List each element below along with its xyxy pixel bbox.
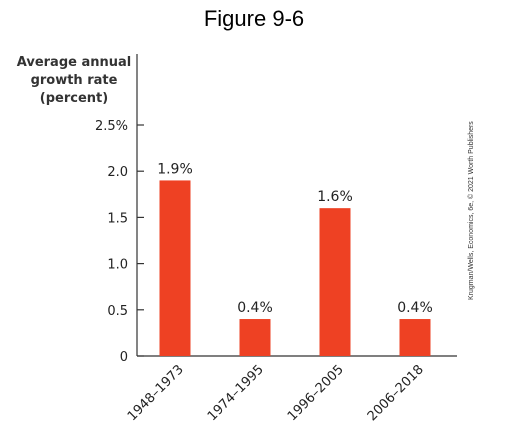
y-tick-label: 2.5% [95,119,128,134]
bar [239,319,271,356]
y-axis-label-line-3: (percent) [39,91,109,106]
y-tick-label: 1.0 [107,258,128,273]
bar-data-label: 0.4% [397,300,433,316]
x-tick-label: 2006–2018 [365,362,427,424]
y-axis-label: Average annual growth rate (percent) [14,54,134,108]
x-tick-label: 1948–1973 [125,362,187,424]
bar-data-label: 1.9% [157,161,193,177]
y-tick-label: 2.0 [107,165,128,180]
bar-data-label: 0.4% [237,300,273,316]
bar-data-label: 1.6% [317,189,353,205]
y-axis-label-line-1: Average annual [16,55,132,70]
y-tick-label: 0.5 [107,304,128,319]
y-axis-label-line-2: growth rate [30,73,118,88]
x-tick-label: 1996–2005 [285,362,347,424]
figure-title: Figure 9-6 [203,6,305,31]
x-tick-label: 1974–1995 [205,362,267,424]
bar [319,208,351,356]
y-tick-label: 1.5 [107,211,128,226]
bar [399,319,431,356]
y-tick-label: 0 [120,350,128,365]
bar [159,180,191,356]
